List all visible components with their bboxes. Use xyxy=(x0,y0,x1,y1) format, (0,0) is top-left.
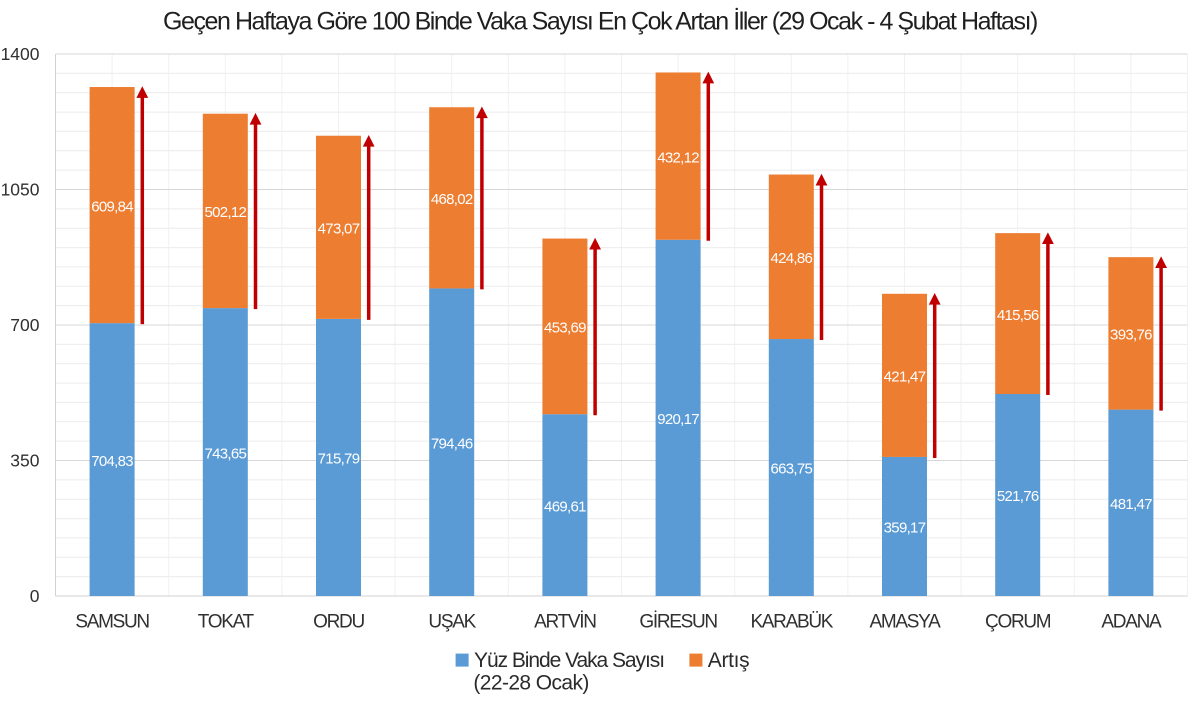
svg-text:700: 700 xyxy=(10,315,39,335)
svg-text:453,69: 453,69 xyxy=(544,320,586,337)
svg-text:521,76: 521,76 xyxy=(997,488,1039,505)
svg-text:473,07: 473,07 xyxy=(318,221,360,238)
svg-text:421,47: 421,47 xyxy=(884,369,926,386)
svg-text:502,12: 502,12 xyxy=(204,204,246,221)
svg-text:GİRESUN: GİRESUN xyxy=(639,612,717,633)
svg-text:424,86: 424,86 xyxy=(770,250,812,267)
svg-text:Yüz Binde Vaka Sayısı: Yüz Binde Vaka Sayısı xyxy=(474,649,664,672)
svg-text:743,65: 743,65 xyxy=(204,445,246,462)
svg-text:481,47: 481,47 xyxy=(1110,496,1152,513)
svg-text:609,84: 609,84 xyxy=(91,198,133,215)
svg-text:393,76: 393,76 xyxy=(1110,327,1152,344)
svg-text:704,83: 704,83 xyxy=(91,453,133,470)
svg-text:ORDU: ORDU xyxy=(313,612,364,633)
svg-text:KARABÜK: KARABÜK xyxy=(750,612,833,633)
svg-text:AMASYA: AMASYA xyxy=(870,612,942,633)
svg-text:1050: 1050 xyxy=(1,180,40,200)
svg-text:794,46: 794,46 xyxy=(431,435,473,452)
svg-text:350: 350 xyxy=(10,451,39,471)
svg-text:ARTVİN: ARTVİN xyxy=(534,612,596,633)
svg-text:359,17: 359,17 xyxy=(884,520,926,537)
svg-text:432,12: 432,12 xyxy=(657,149,699,166)
svg-text:ÇORUM: ÇORUM xyxy=(985,612,1051,633)
svg-text:415,56: 415,56 xyxy=(997,307,1039,324)
svg-text:1400: 1400 xyxy=(1,44,40,64)
svg-text:TOKAT: TOKAT xyxy=(198,612,255,633)
svg-text:468,02: 468,02 xyxy=(431,191,473,208)
svg-text:920,17: 920,17 xyxy=(657,411,699,428)
svg-text:ADANA: ADANA xyxy=(1101,612,1162,633)
svg-text:UŞAK: UŞAK xyxy=(428,612,476,633)
svg-text:663,75: 663,75 xyxy=(770,461,812,478)
svg-text:Artış: Artış xyxy=(708,649,749,672)
svg-text:469,61: 469,61 xyxy=(544,498,586,515)
svg-text:0: 0 xyxy=(30,586,40,606)
svg-text:(22-28 Ocak): (22-28 Ocak) xyxy=(473,672,588,695)
svg-text:715,79: 715,79 xyxy=(318,451,360,468)
svg-text:SAMSUN: SAMSUN xyxy=(75,612,149,633)
svg-text:Geçen Haftaya Göre 100 Binde V: Geçen Haftaya Göre 100 Binde Vaka Sayısı… xyxy=(163,7,1037,36)
